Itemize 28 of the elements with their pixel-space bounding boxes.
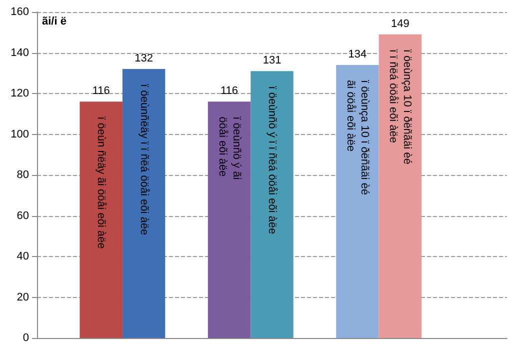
y-tick-label: 0 — [22, 332, 29, 344]
y-tick-label: 60 — [16, 210, 29, 222]
bar — [378, 34, 422, 338]
y-tick-label: 40 — [16, 250, 29, 262]
data-label: 131 — [262, 54, 282, 67]
bar — [122, 69, 166, 338]
data-label: 149 — [391, 18, 410, 30]
y-tick-label: 160 — [10, 6, 29, 18]
bar — [336, 64, 379, 338]
bar — [208, 102, 251, 338]
x-tick-label: ï öeùn ñëäy ãi ööåi eõi àëe — [95, 116, 108, 249]
x-tick-label: ï öeùnñëäy ï ï ñëá ööåi eõi àëe — [138, 84, 150, 236]
y-tick-label: 100 — [10, 128, 29, 140]
y-tick-label: 80 — [16, 169, 29, 181]
x-tick-label: ï öeùnñö ý ãi ööåi eõi àëe — [216, 116, 242, 180]
x-tick-label: ï öeùnñö ý ï ï ñëá ööåi eõi àëe — [266, 86, 278, 234]
x-tick-label: ï öeùnça 10 ï ðëñãäi èé ãi ööåi eõi àëe — [344, 80, 370, 195]
data-label: 134 — [348, 48, 367, 60]
y-axis-title: ãi/i ë — [42, 16, 66, 28]
bar — [80, 102, 122, 338]
bar — [250, 71, 294, 338]
y-tick-label: 20 — [16, 291, 29, 304]
data-label: 132 — [134, 52, 153, 65]
x-tick-label: ï öeùnça 10 ï ðëñãäi èé ï ï ñëá ööåi eõi àëe — [387, 49, 414, 164]
data-label: 116 — [92, 85, 110, 98]
data-label: 116 — [220, 85, 238, 98]
y-tick-label: 140 — [10, 46, 29, 59]
y-tick-label: 120 — [10, 88, 29, 100]
